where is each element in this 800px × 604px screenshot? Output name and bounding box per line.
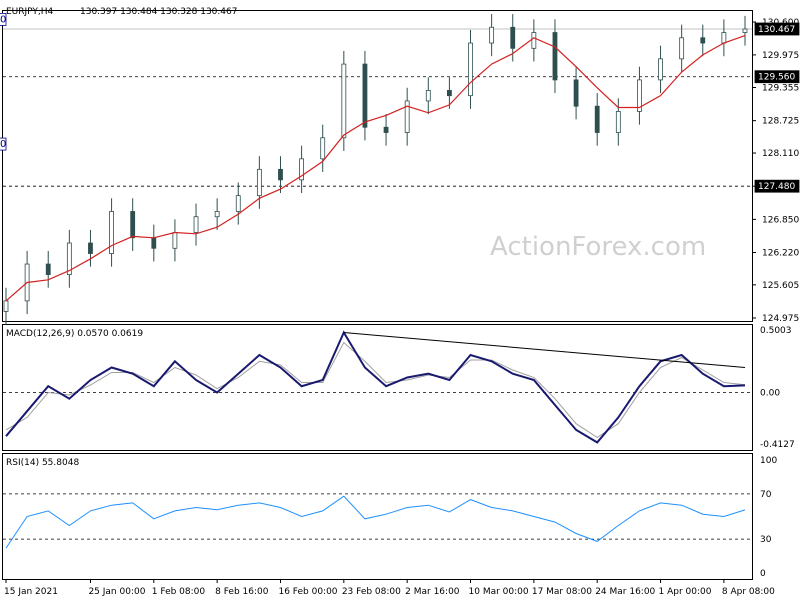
- time-tick-label-7: 10 Mar 00:00: [469, 587, 529, 597]
- price-levels: 129.560 127.480 130.467: [3, 22, 800, 193]
- macd-tick-label-2: -0.4127: [760, 440, 795, 450]
- macd-panel-frame: [2, 324, 753, 451]
- price-panel-frame: [2, 10, 753, 322]
- price-tick-label-7: 126.220: [762, 248, 799, 258]
- candle-body-2: [45, 263, 51, 275]
- time-tick-label-3: 8 Feb 16:00: [215, 587, 269, 597]
- candle-body-27: [573, 79, 579, 107]
- candle-body-26: [552, 32, 558, 81]
- macd-trendline: [343, 332, 746, 368]
- time-tick-label-8: 17 Mar 08:00: [532, 587, 592, 597]
- macd-tick-label-1: 0.00: [760, 388, 780, 398]
- candle-body-5: [109, 211, 114, 254]
- candle-body-21: [446, 90, 452, 97]
- candle-body-32: [679, 37, 685, 60]
- candle-body-13: [278, 168, 283, 181]
- price-candles: [3, 14, 748, 325]
- time-tick-label-4: 16 Feb 00:00: [278, 587, 337, 597]
- price-tick-label-6: 126.850: [762, 215, 799, 225]
- annotation-box-0: [0, 12, 7, 26]
- price-level-tag-0-box: [754, 70, 800, 84]
- time-tick-label-2: 1 Feb 08:00: [152, 587, 206, 597]
- candle-body-24: [510, 26, 516, 49]
- macd-tick-label-0: 0.5003: [760, 326, 792, 336]
- candle-body-17: [362, 63, 368, 128]
- annotation-label-1: 128.280: [0, 139, 6, 150]
- rsi-title: RSI(14) 55.8048: [6, 458, 79, 468]
- price-tick-label-2: 129.355: [762, 84, 799, 94]
- candle-body-7: [151, 237, 157, 249]
- rsi-axis-ticks: 100 70 30 0: [3, 456, 777, 579]
- candle-body-35: [742, 28, 748, 33]
- rsi-tick-label-0: 100: [760, 456, 777, 466]
- current-price-tag-label: 130.467: [758, 25, 795, 35]
- candle-body-29: [615, 111, 621, 133]
- rsi-tick-label-3: 0: [760, 569, 766, 579]
- macd-axis-ticks: 0.5003 0.00 -0.4127: [3, 326, 795, 450]
- candle-body-31: [658, 58, 663, 81]
- macd-title: MACD(12,26,9) 0.0570 0.0619: [6, 329, 143, 339]
- time-tick-label-11: 8 Apr 08:00: [722, 587, 775, 597]
- price-tick-label-1: 129.975: [762, 51, 799, 61]
- candle-body-18: [383, 126, 389, 133]
- candle-body-12: [256, 168, 262, 197]
- price-ohlc: 130.397 130.484 130.328 130.467: [80, 7, 237, 17]
- macd-main-line: [5, 330, 746, 444]
- price-annotations: 130.650 128.280: [0, 12, 7, 151]
- candle-body-3: [66, 242, 72, 275]
- rsi-line: [5, 495, 746, 549]
- time-tick-label-10: 1 Apr 00:00: [659, 587, 712, 597]
- price-axis-ticks: 130.600129.975129.355128.725128.110127.4…: [752, 18, 799, 324]
- candle-body-10: [214, 211, 220, 218]
- candle-body-0: [3, 300, 9, 312]
- price-tick-label-4: 128.110: [762, 149, 799, 159]
- candle-body-33: [700, 37, 706, 44]
- current-price-tag-box: [754, 22, 800, 36]
- time-tick-label-1: 25 Jan 00:00: [88, 587, 145, 597]
- rsi-tick-label-2: 30: [760, 535, 772, 545]
- price-tick-label-3: 128.725: [762, 117, 799, 127]
- annotation-box-1: [0, 137, 7, 151]
- time-tick-label-0: 15 Jan 2021: [4, 587, 58, 597]
- price-level-tag-0-label: 129.560: [758, 73, 795, 83]
- price-tick-label-9: 124.975: [762, 314, 799, 324]
- candle-body-9: [193, 216, 199, 233]
- candle-body-14: [299, 158, 305, 181]
- candle-body-20: [425, 90, 431, 102]
- time-axis-ticks: 15 Jan 2021 25 Jan 00:00 1 Feb 08:00 8 Feb …: [4, 579, 775, 597]
- time-tick-label-6: 2 Mar 16:00: [405, 587, 460, 597]
- candle-body-23: [489, 26, 495, 44]
- candle-body-34: [721, 32, 727, 44]
- candle-body-19: [404, 100, 410, 133]
- sma-line: [5, 35, 746, 302]
- candle-body-11: [235, 195, 241, 212]
- candle-body-15: [320, 137, 326, 160]
- price-level-tag-1-box: [754, 179, 800, 193]
- candle-body-22: [468, 42, 473, 97]
- price-symbol: EURJPY,H4: [6, 7, 54, 17]
- price-level-tag-1-label: 127.480: [758, 182, 795, 192]
- candle-body-4: [88, 242, 93, 254]
- candle-body-16: [341, 63, 347, 139]
- candle-body-6: [130, 211, 136, 239]
- candle-body-28: [594, 105, 600, 133]
- candle-body-8: [172, 232, 178, 249]
- candle-body-25: [531, 32, 537, 49]
- rsi-tick-label-1: 70: [760, 490, 772, 500]
- candle-body-30: [637, 79, 642, 112]
- time-tick-label-9: 24 Mar 16:00: [595, 587, 655, 597]
- watermark: ActionForex.com: [490, 232, 706, 262]
- price-tick-label-8: 125.605: [762, 281, 799, 291]
- annotation-label-0: 130.650: [0, 14, 6, 25]
- time-tick-label-5: 23 Feb 08:00: [342, 587, 401, 597]
